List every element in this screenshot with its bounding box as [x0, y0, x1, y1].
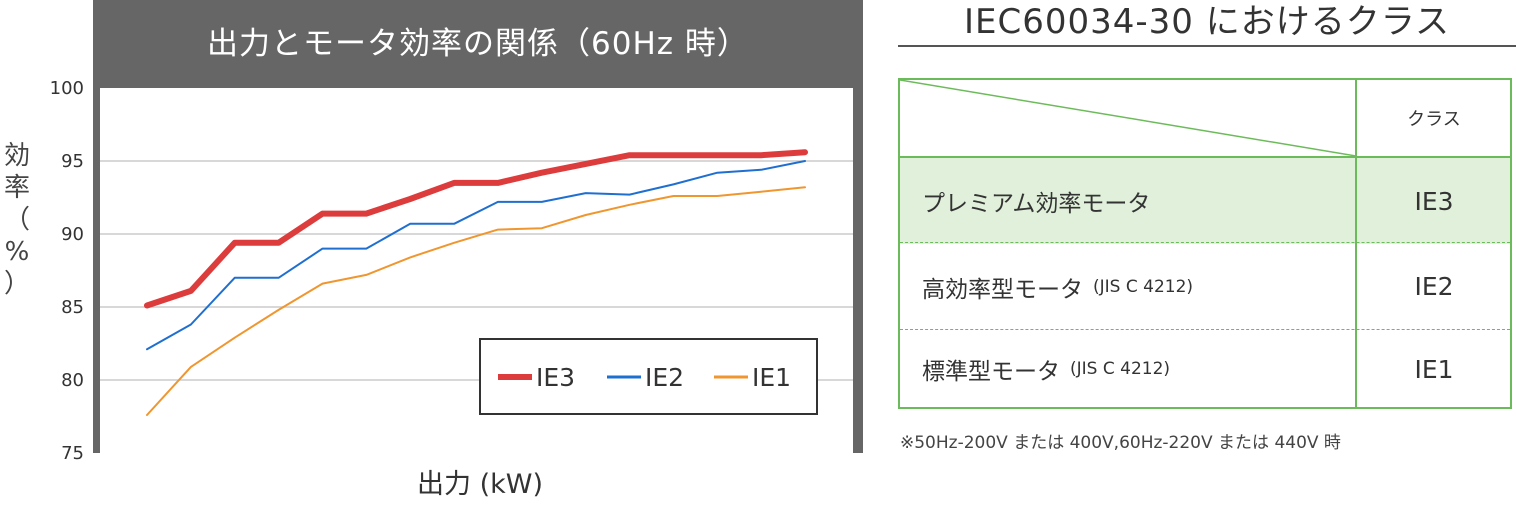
chart-title: 出力とモータ効率の関係（60Hz 時）: [207, 26, 749, 62]
legend-label-ie3: IE3: [536, 363, 575, 392]
table-row-ie3: プレミアム効率モータ IE3: [900, 156, 1510, 244]
row-standard: (JIS C 4212): [1093, 276, 1194, 297]
y-tick-label: 75: [61, 443, 84, 460]
table-header-row: クラス: [900, 80, 1510, 156]
table-row-ie2: 高効率型モータ (JIS C 4212) IE2: [900, 242, 1510, 330]
chart-legend: IE3 IE2 IE1: [479, 338, 818, 415]
title-underline: [898, 45, 1516, 47]
y-tick-label: 80: [61, 370, 84, 391]
series-line-ie1: [146, 186, 806, 416]
efficiency-chart: 100 95 90 85 80 75 IE3 IE2 IE1: [50, 78, 853, 460]
row-name: 標準型モータ (JIS C 4212): [922, 330, 1170, 408]
y-tick-label: 100: [50, 78, 84, 99]
row-name-text: プレミアム効率モータ: [922, 191, 1151, 217]
row-class: IE2: [1414, 272, 1454, 301]
series-lines: [144, 149, 808, 416]
y-tick-label: 95: [61, 151, 84, 172]
footnote: ※50Hz-200V または 400V,60Hz-220V または 440V 時: [900, 433, 1341, 453]
row-standard: (JIS C 4212): [1070, 359, 1171, 379]
legend-box: [479, 338, 818, 415]
row-name: プレミアム効率モータ: [922, 158, 1150, 244]
row-class: IE3: [1414, 186, 1454, 216]
series-line-ie3: [144, 149, 808, 309]
class-section-title: IEC60034-30 におけるクラス: [963, 2, 1451, 42]
header-class-label: クラス: [1407, 109, 1461, 130]
y-axis-label-char: 効: [3, 141, 30, 171]
row-class: IE1: [1414, 354, 1454, 384]
y-axis-label-char: ）: [3, 269, 30, 299]
legend-label-ie2: IE2: [645, 363, 684, 392]
series-line-ie2: [146, 160, 806, 351]
y-tick-label: 90: [61, 224, 84, 245]
efficiency-class-table: クラス プレミアム効率モータ IE3 高効率型モータ (JIS C 4212) …: [898, 78, 1512, 409]
y-axis-label-char: （: [3, 205, 30, 235]
y-axis-ticks: 100 95 90 85 80 75: [50, 78, 84, 460]
header-diagonal-line: [900, 80, 1356, 156]
y-axis-label: 効率（%）: [2, 140, 32, 300]
table-row-ie1: 標準型モータ (JIS C 4212) IE1: [900, 329, 1510, 408]
column-divider: [1355, 80, 1357, 407]
y-tick-label: 85: [61, 297, 84, 318]
x-axis-label: 出力 (kW): [417, 469, 543, 500]
row-name-text: 標準型モータ: [922, 359, 1060, 385]
y-axis-label-char: 率: [3, 173, 30, 203]
row-name: 高効率型モータ (JIS C 4212): [922, 243, 1193, 330]
legend-label-ie1: IE1: [752, 363, 791, 392]
row-name-text: 高効率型モータ: [922, 276, 1083, 303]
y-axis-label-char: %: [4, 237, 30, 267]
